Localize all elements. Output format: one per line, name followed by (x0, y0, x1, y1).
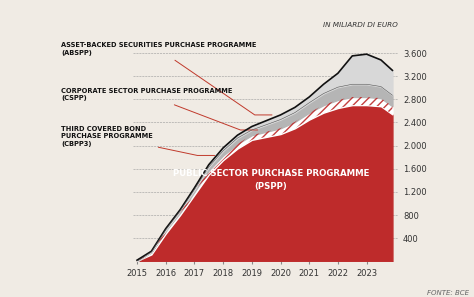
Text: IN MILIARDI DI EURO: IN MILIARDI DI EURO (323, 22, 398, 28)
Text: FONTE: BCE: FONTE: BCE (427, 290, 469, 296)
Text: PUBLIC SECTOR PURCHASE PROGRAMME
(PSPP): PUBLIC SECTOR PURCHASE PROGRAMME (PSPP) (173, 169, 369, 191)
Text: CORPORATE SECTOR PURCHASE PROGRAMME
(CSPP): CORPORATE SECTOR PURCHASE PROGRAMME (CSP… (61, 88, 258, 130)
Text: ASSET-BACKED SECURITIES PURCHASE PROGRAMME
(ABSPP): ASSET-BACKED SECURITIES PURCHASE PROGRAM… (61, 42, 272, 115)
Text: THIRD COVERED BOND
PURCHASE PROGRAMME
(CBPP3): THIRD COVERED BOND PURCHASE PROGRAMME (C… (61, 126, 215, 155)
